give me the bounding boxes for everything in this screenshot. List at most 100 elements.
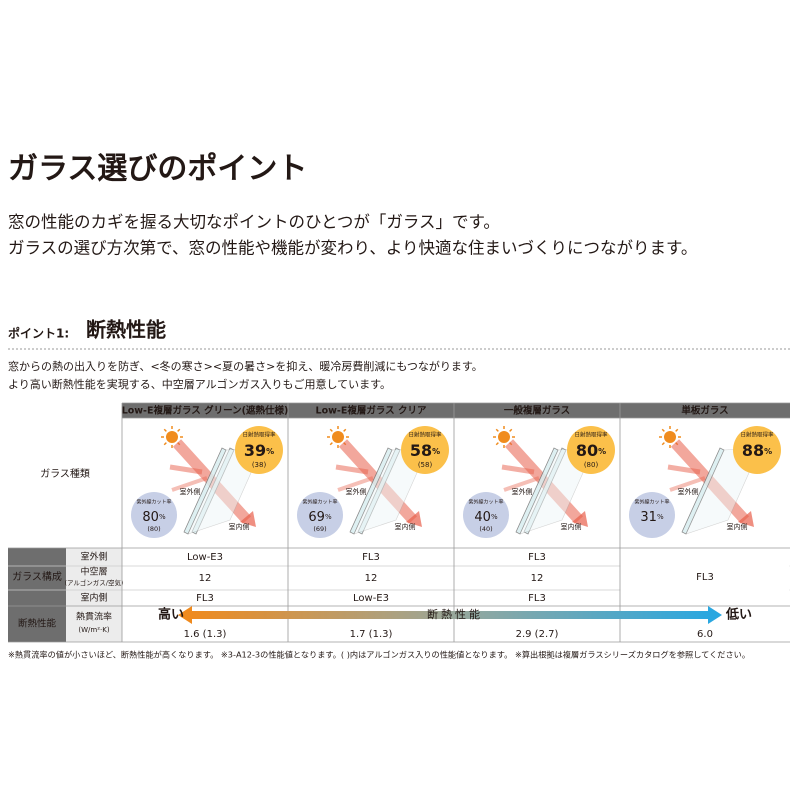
cell-text: FL3 <box>362 552 380 563</box>
uv-ray <box>337 476 374 492</box>
uv-note: (69) <box>313 525 326 533</box>
uv-value: 80% <box>142 510 166 525</box>
sun-ray <box>675 428 679 432</box>
uv-unit: % <box>657 513 664 521</box>
side-label: 室外側 <box>678 487 699 496</box>
sun-ray <box>163 442 167 446</box>
intro-line: ガラスの選び方次第で、窓の性能や機能が変わり、より快適な住まいづくりにつながりま… <box>8 239 697 258</box>
cell-text: FL3 <box>196 593 214 604</box>
side-label: 室内側 <box>561 522 582 531</box>
section-title: 断熱性能 <box>86 318 166 342</box>
side-label: 室内側 <box>395 522 416 531</box>
scale-low: 低い <box>725 607 752 623</box>
uv-label: 紫外線カット率 <box>634 499 669 506</box>
solar-number: 39 <box>244 441 266 460</box>
solar-number: 88 <box>742 441 764 460</box>
uv-value: 31% <box>640 510 664 525</box>
uv-badge <box>463 492 509 538</box>
title: ガラス選びのポイント <box>8 152 307 187</box>
solar-unit: % <box>432 447 440 456</box>
solar-unit: % <box>598 447 606 456</box>
sun-icon <box>664 431 676 443</box>
side-label: 室外側 <box>512 487 533 496</box>
reflect-ray <box>335 464 369 475</box>
solar-label: 日射熱取得率 <box>574 431 608 439</box>
solar-value: 39% <box>244 441 274 460</box>
scale-label: 断熱性能 <box>427 607 483 621</box>
uv-label: 紫外線カット率 <box>302 499 337 506</box>
solar-label: 日射熱取得率 <box>408 431 442 439</box>
solar-unit: % <box>764 447 772 456</box>
solar-value: 58% <box>410 441 440 460</box>
heat-arrow <box>572 511 588 527</box>
group-label: ガラス構成 <box>12 570 62 583</box>
heat-arrow <box>738 511 754 527</box>
uv-value: 69% <box>308 510 332 525</box>
cell-text: FL3 <box>528 552 546 563</box>
sun-ray <box>495 428 499 432</box>
cell-text: Low-E3 <box>187 552 223 563</box>
scale-high: 高い <box>158 607 184 623</box>
solar-label: 日射熱取得率 <box>740 431 774 439</box>
uv-label: 紫外線カット率 <box>136 499 171 506</box>
uv-number: 40 <box>474 510 491 525</box>
solar-badge <box>401 426 449 474</box>
header-bg <box>122 403 790 418</box>
sun-icon <box>332 431 344 443</box>
solar-number: 58 <box>410 441 432 460</box>
footnote: ※熱貫流率の値が小さいほど、断熱性能が高くなります。 ※3-A12-3の性能値と… <box>8 650 750 660</box>
sun-ray <box>343 428 347 432</box>
side-label: 室外側 <box>180 487 201 496</box>
uv-label: 紫外線カット率 <box>468 499 503 506</box>
cell-text: Low-E3 <box>353 593 389 604</box>
sun-ray <box>163 428 167 432</box>
uv-ray <box>503 476 540 492</box>
sun-ray <box>509 428 513 432</box>
sun-ray <box>177 428 181 432</box>
cell-text: 12 <box>199 573 212 584</box>
sub-label: 熱貫流率 <box>76 611 112 623</box>
side-label: 室外側 <box>346 487 367 496</box>
cell-text: FL3 <box>696 572 714 583</box>
uv-note: (80) <box>147 525 160 533</box>
cell-text: 12 <box>365 573 378 584</box>
solar-badge <box>567 426 615 474</box>
sun-icon <box>166 431 178 443</box>
uv-unit: % <box>491 513 498 521</box>
uv-badge <box>131 492 177 538</box>
solar-value: 88% <box>742 441 772 460</box>
reflect-ray <box>169 464 203 475</box>
row-label: ガラス種類 <box>40 467 90 480</box>
sub-label: (アルゴンガス/空気) <box>64 578 123 587</box>
sub-label: 中空層 <box>80 566 107 578</box>
solar-label: 日射熱取得率 <box>242 431 276 439</box>
uv-value: 40% <box>474 510 498 525</box>
uv-badge <box>629 492 675 538</box>
heat-arrow <box>240 511 256 527</box>
section-label: ポイント1: <box>8 326 69 341</box>
solar-badge <box>235 426 283 474</box>
uv-number: 80 <box>142 510 159 525</box>
uv-unit: % <box>159 513 166 521</box>
group-cell <box>8 606 66 642</box>
side-label: 室内側 <box>727 522 748 531</box>
column-header: 一般複層ガラス <box>504 405 570 417</box>
solar-value: 80% <box>576 441 606 460</box>
scale-bar <box>190 611 710 619</box>
intro-line: 窓の性能のカギを握る大切なポイントのひとつが「ガラス」です。 <box>8 213 500 232</box>
scale-head-right <box>708 606 722 624</box>
group-label: 断熱性能 <box>18 618 57 630</box>
uv-unit: % <box>325 513 332 521</box>
group-cell <box>8 548 66 606</box>
uv-ray <box>171 476 208 492</box>
description: より高い断熱性能を実現する、中空層アルゴンガス入りもご用意しています。 <box>8 377 391 391</box>
uv-note: (40) <box>479 525 492 533</box>
description: 窓からの熱の出入りを防ぎ、<冬の寒さ><夏の暑さ>を抑え、暖冷房費削減にもつなが… <box>8 359 483 373</box>
uv-number: 31 <box>640 510 657 525</box>
